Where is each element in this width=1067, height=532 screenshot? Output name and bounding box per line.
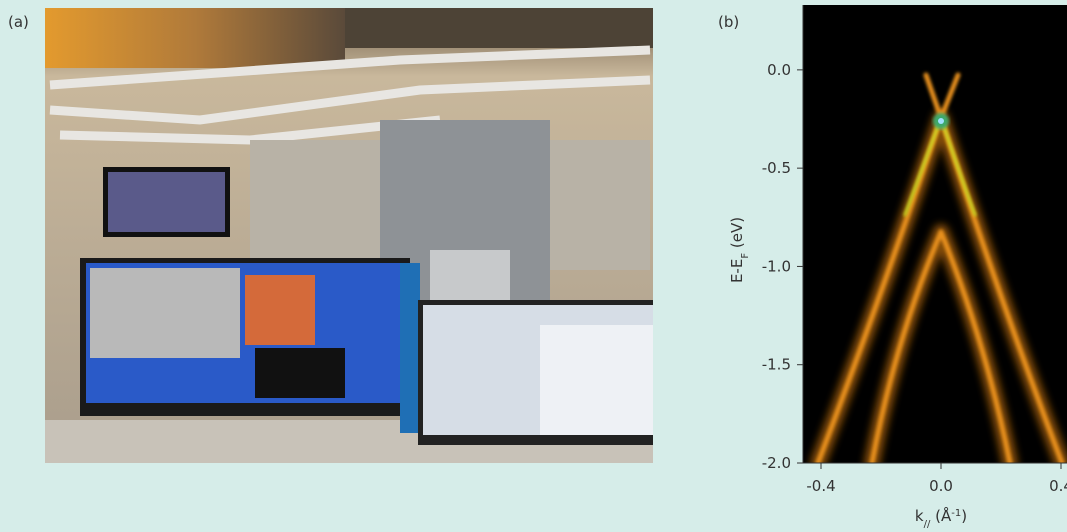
label-part: (eV)	[728, 217, 746, 253]
label-part: k	[915, 507, 924, 525]
intensity-map	[803, 5, 1067, 463]
y-tick-label: -1.5	[762, 356, 791, 374]
label-part: -1	[951, 508, 961, 519]
y-tick-label: -2.0	[762, 454, 791, 472]
label-part: E-E	[728, 259, 746, 283]
y-axis-label: E-EF (eV)	[728, 217, 751, 283]
panel-label: (a)	[8, 13, 29, 31]
x-axis-label: k// (Å-1)	[915, 506, 967, 530]
y-tick-label: -0.5	[762, 159, 791, 177]
label-part: (Å	[930, 506, 952, 525]
panel-label: (b)	[718, 13, 739, 31]
x-tick-label: 0.4	[1049, 477, 1067, 495]
label-part: )	[961, 507, 967, 525]
x-tick-label: -0.4	[806, 477, 835, 495]
y-tick-label: -1.0	[762, 257, 791, 275]
photo	[45, 8, 653, 463]
figure: (a) (b)	[0, 0, 1067, 532]
x-tick-label: 0.0	[929, 477, 953, 495]
y-tick-label: 0.0	[767, 61, 791, 79]
